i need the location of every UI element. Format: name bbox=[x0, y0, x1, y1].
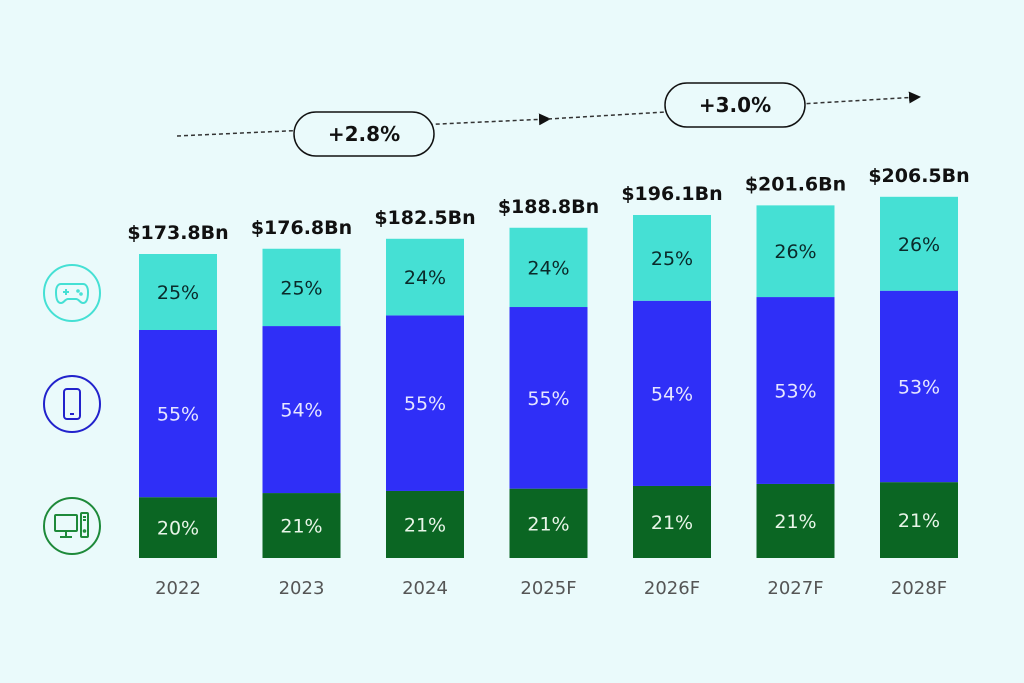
bar-segment-gamepad bbox=[386, 238, 464, 316]
bar-segment-desktop-pc bbox=[509, 488, 588, 558]
segment-label: 21% bbox=[774, 511, 816, 533]
segment-label: 53% bbox=[898, 376, 940, 398]
desktop-pc-icon bbox=[54, 512, 89, 538]
bar-segment-gamepad bbox=[880, 196, 958, 291]
x-tick-label: 2024 bbox=[402, 578, 448, 599]
segment-label: 53% bbox=[774, 381, 816, 403]
x-tick-label: 2022 bbox=[155, 578, 201, 599]
segment-label: 25% bbox=[157, 282, 199, 304]
x-tick-label: 2025F bbox=[520, 578, 576, 599]
segment-label: 55% bbox=[404, 393, 446, 415]
total-label: $176.8Bn bbox=[251, 217, 352, 239]
segment-label: 55% bbox=[157, 404, 199, 426]
bar-segment-smartphone bbox=[880, 290, 958, 483]
bar-segment-gamepad bbox=[262, 248, 341, 327]
growth-label: +2.8% bbox=[328, 122, 400, 146]
smartphone-legend bbox=[43, 375, 101, 433]
total-label: $196.1Bn bbox=[621, 183, 722, 205]
segment-label: 55% bbox=[527, 388, 569, 410]
segment-label: 21% bbox=[527, 513, 569, 535]
gamepad-legend bbox=[43, 264, 101, 322]
bar-segment-desktop-pc bbox=[262, 493, 341, 558]
segment-label: 26% bbox=[898, 234, 940, 256]
segment-label: 25% bbox=[651, 248, 693, 270]
segment-label: 24% bbox=[527, 257, 569, 279]
total-label: $182.5Bn bbox=[374, 207, 475, 229]
segment-label: 21% bbox=[280, 516, 322, 538]
smartphone-icon bbox=[63, 388, 81, 420]
bar-segment-desktop-pc bbox=[139, 497, 217, 558]
bar-segment-gamepad bbox=[756, 205, 835, 298]
x-tick-label: 2026F bbox=[644, 578, 700, 599]
segment-label: 21% bbox=[404, 514, 446, 536]
total-label: $188.8Bn bbox=[498, 196, 599, 218]
desktop-legend bbox=[43, 497, 101, 555]
bar-segment-desktop-pc bbox=[386, 490, 464, 558]
total-label: $206.5Bn bbox=[868, 165, 969, 187]
x-tick-label: 2023 bbox=[279, 578, 325, 599]
total-label: $201.6Bn bbox=[745, 173, 846, 195]
bar-segment-desktop-pc bbox=[756, 483, 835, 558]
growth-pill bbox=[664, 82, 806, 128]
bar-segment-gamepad bbox=[139, 254, 217, 330]
segment-label: 21% bbox=[651, 512, 693, 534]
segment-label: 21% bbox=[898, 510, 940, 532]
growth-pill bbox=[293, 111, 435, 157]
x-tick-label: 2028F bbox=[891, 578, 947, 599]
bar-segment-smartphone bbox=[386, 315, 464, 491]
x-tick-label: 2027F bbox=[767, 578, 823, 599]
segment-label: 26% bbox=[774, 241, 816, 263]
bar-segment-desktop-pc bbox=[633, 485, 711, 558]
bar-segment-gamepad bbox=[633, 214, 711, 301]
bar-segment-smartphone bbox=[509, 307, 588, 489]
segment-label: 54% bbox=[651, 383, 693, 405]
total-label: $173.8Bn bbox=[127, 222, 228, 244]
segment-label: 20% bbox=[157, 518, 199, 540]
bar-segment-gamepad bbox=[509, 227, 588, 308]
segment-label: 54% bbox=[280, 400, 322, 422]
segment-label: 24% bbox=[404, 267, 446, 289]
bar-segment-smartphone bbox=[262, 326, 341, 494]
segment-label: 25% bbox=[280, 277, 322, 299]
bar-segment-smartphone bbox=[633, 300, 711, 486]
growth-label: +3.0% bbox=[699, 93, 771, 117]
bar-segment-smartphone bbox=[756, 297, 835, 484]
bar-segment-smartphone bbox=[139, 330, 217, 498]
bar-segment-desktop-pc bbox=[880, 482, 958, 558]
gamepad-icon bbox=[55, 283, 89, 305]
